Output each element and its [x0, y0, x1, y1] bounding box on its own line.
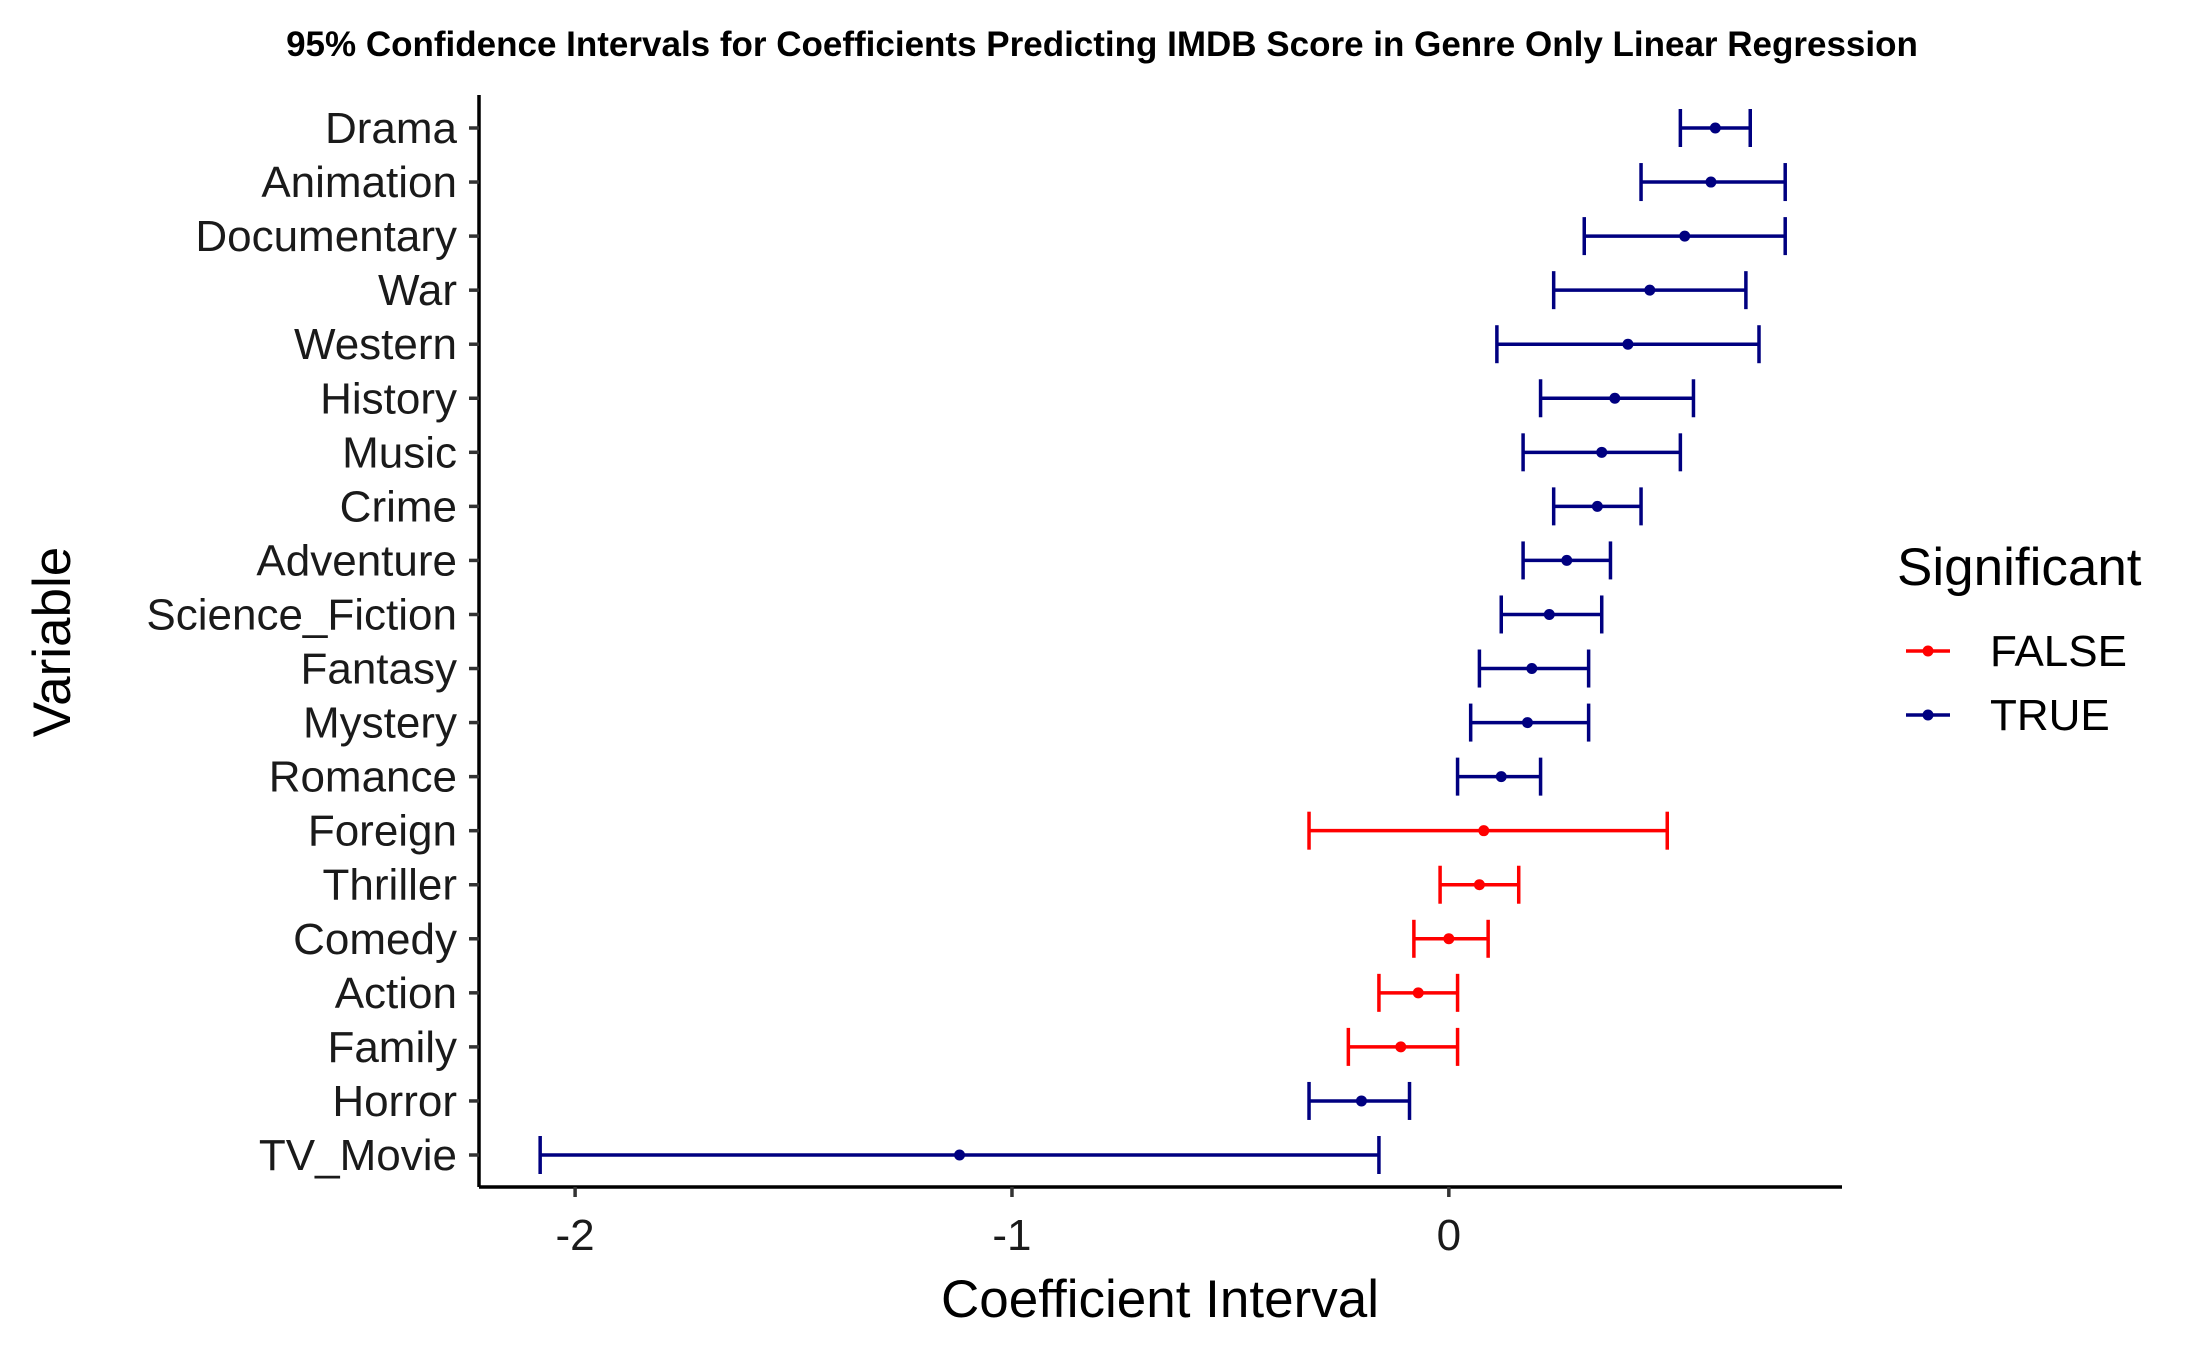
legend-label: TRUE: [1990, 691, 2110, 740]
error-bar-history: [1538, 379, 1696, 418]
legend-entry-true: TRUE: [1906, 691, 2110, 740]
y-tick-label: Romance: [269, 753, 457, 802]
error-bar-family: [1346, 1027, 1460, 1066]
legend: Significant FALSE TRUE: [1897, 538, 2142, 740]
error-bar-foreign: [1307, 811, 1670, 850]
y-tick-label: TV_Movie: [259, 1131, 457, 1180]
x-axis-ticks: -2 -1 0: [556, 1187, 1461, 1260]
estimate-point: [1705, 176, 1717, 188]
error-bar-tv_movie: [538, 1136, 1381, 1174]
estimate-point: [1478, 825, 1490, 837]
error-bar-mystery: [1468, 703, 1591, 742]
error-bar-science_fiction: [1499, 595, 1604, 634]
error-bar-fantasy: [1477, 649, 1591, 688]
y-tick-label: Mystery: [303, 699, 457, 748]
estimate-point: [1526, 663, 1538, 675]
estimate-point: [1473, 879, 1485, 891]
y-tick-label: Family: [327, 1023, 457, 1072]
estimate-point: [1591, 500, 1603, 512]
legend-entries: FALSE TRUE: [1906, 627, 2127, 740]
error-bar-music: [1521, 433, 1683, 472]
y-tick-label: Crime: [340, 482, 457, 531]
legend-title: Significant: [1897, 538, 2142, 597]
y-tick-label: Music: [342, 428, 457, 477]
estimate-point: [1443, 933, 1455, 945]
estimate-point: [1679, 230, 1691, 242]
legend-entry-false: FALSE: [1906, 627, 2127, 676]
error-bar-crime: [1551, 487, 1643, 526]
error-bar-thriller: [1438, 865, 1521, 904]
y-tick-label: Thriller: [323, 861, 457, 910]
error-bar-comedy: [1412, 919, 1490, 958]
y-tick-label: Comedy: [293, 915, 457, 964]
estimate-point: [1395, 1041, 1407, 1053]
legend-key-point: [1922, 709, 1934, 721]
y-tick-label: Action: [335, 969, 457, 1018]
error-bars: [538, 109, 1787, 1174]
estimate-point: [1521, 717, 1533, 729]
error-bar-adventure: [1521, 541, 1613, 580]
estimate-point: [1355, 1095, 1367, 1107]
estimate-point: [1495, 771, 1507, 783]
estimate-point: [954, 1149, 966, 1161]
estimate-point: [1622, 338, 1634, 350]
legend-label: FALSE: [1990, 627, 2127, 676]
y-tick-label: Fantasy: [300, 645, 457, 694]
y-tick-label: History: [320, 374, 457, 423]
x-axis-title: Coefficient Interval: [941, 1270, 1379, 1329]
x-tick-label: -1: [992, 1211, 1031, 1260]
estimate-point: [1412, 987, 1424, 999]
y-tick-label: Western: [294, 320, 457, 369]
estimate-point: [1543, 608, 1555, 620]
y-tick-label: Documentary: [195, 212, 457, 261]
y-tick-label: Adventure: [256, 536, 457, 585]
estimate-point: [1596, 446, 1608, 458]
x-tick-label: 0: [1437, 1211, 1461, 1260]
error-bar-drama: [1678, 109, 1753, 147]
y-axis-title: Variable: [23, 547, 82, 738]
estimate-point: [1709, 122, 1721, 134]
legend-key-point: [1922, 645, 1934, 657]
y-tick-label: Animation: [261, 158, 457, 207]
error-bar-war: [1551, 271, 1748, 310]
error-bar-horror: [1307, 1081, 1412, 1120]
y-tick-label: Science_Fiction: [146, 590, 457, 639]
y-tick-label: Horror: [332, 1077, 457, 1126]
plot-panel: Drama Animation Documentary War Western Histo…: [146, 95, 1842, 1260]
error-bar-western: [1495, 325, 1761, 364]
y-tick-label: War: [378, 266, 457, 315]
chart-title: 95% Confidence Intervals for Coefficient…: [286, 25, 1918, 64]
error-bar-documentary: [1582, 217, 1787, 256]
error-bar-action: [1377, 973, 1460, 1012]
error-bar-romance: [1455, 757, 1543, 796]
x-tick-label: -2: [556, 1211, 595, 1260]
error-bar-animation: [1639, 163, 1787, 202]
y-tick-label: Foreign: [308, 807, 457, 856]
y-tick-label: Drama: [325, 104, 458, 153]
y-axis-ticks: Drama Animation Documentary War Western Histo…: [146, 104, 479, 1180]
estimate-point: [1644, 284, 1656, 296]
estimate-point: [1609, 392, 1621, 404]
estimate-point: [1561, 554, 1573, 566]
